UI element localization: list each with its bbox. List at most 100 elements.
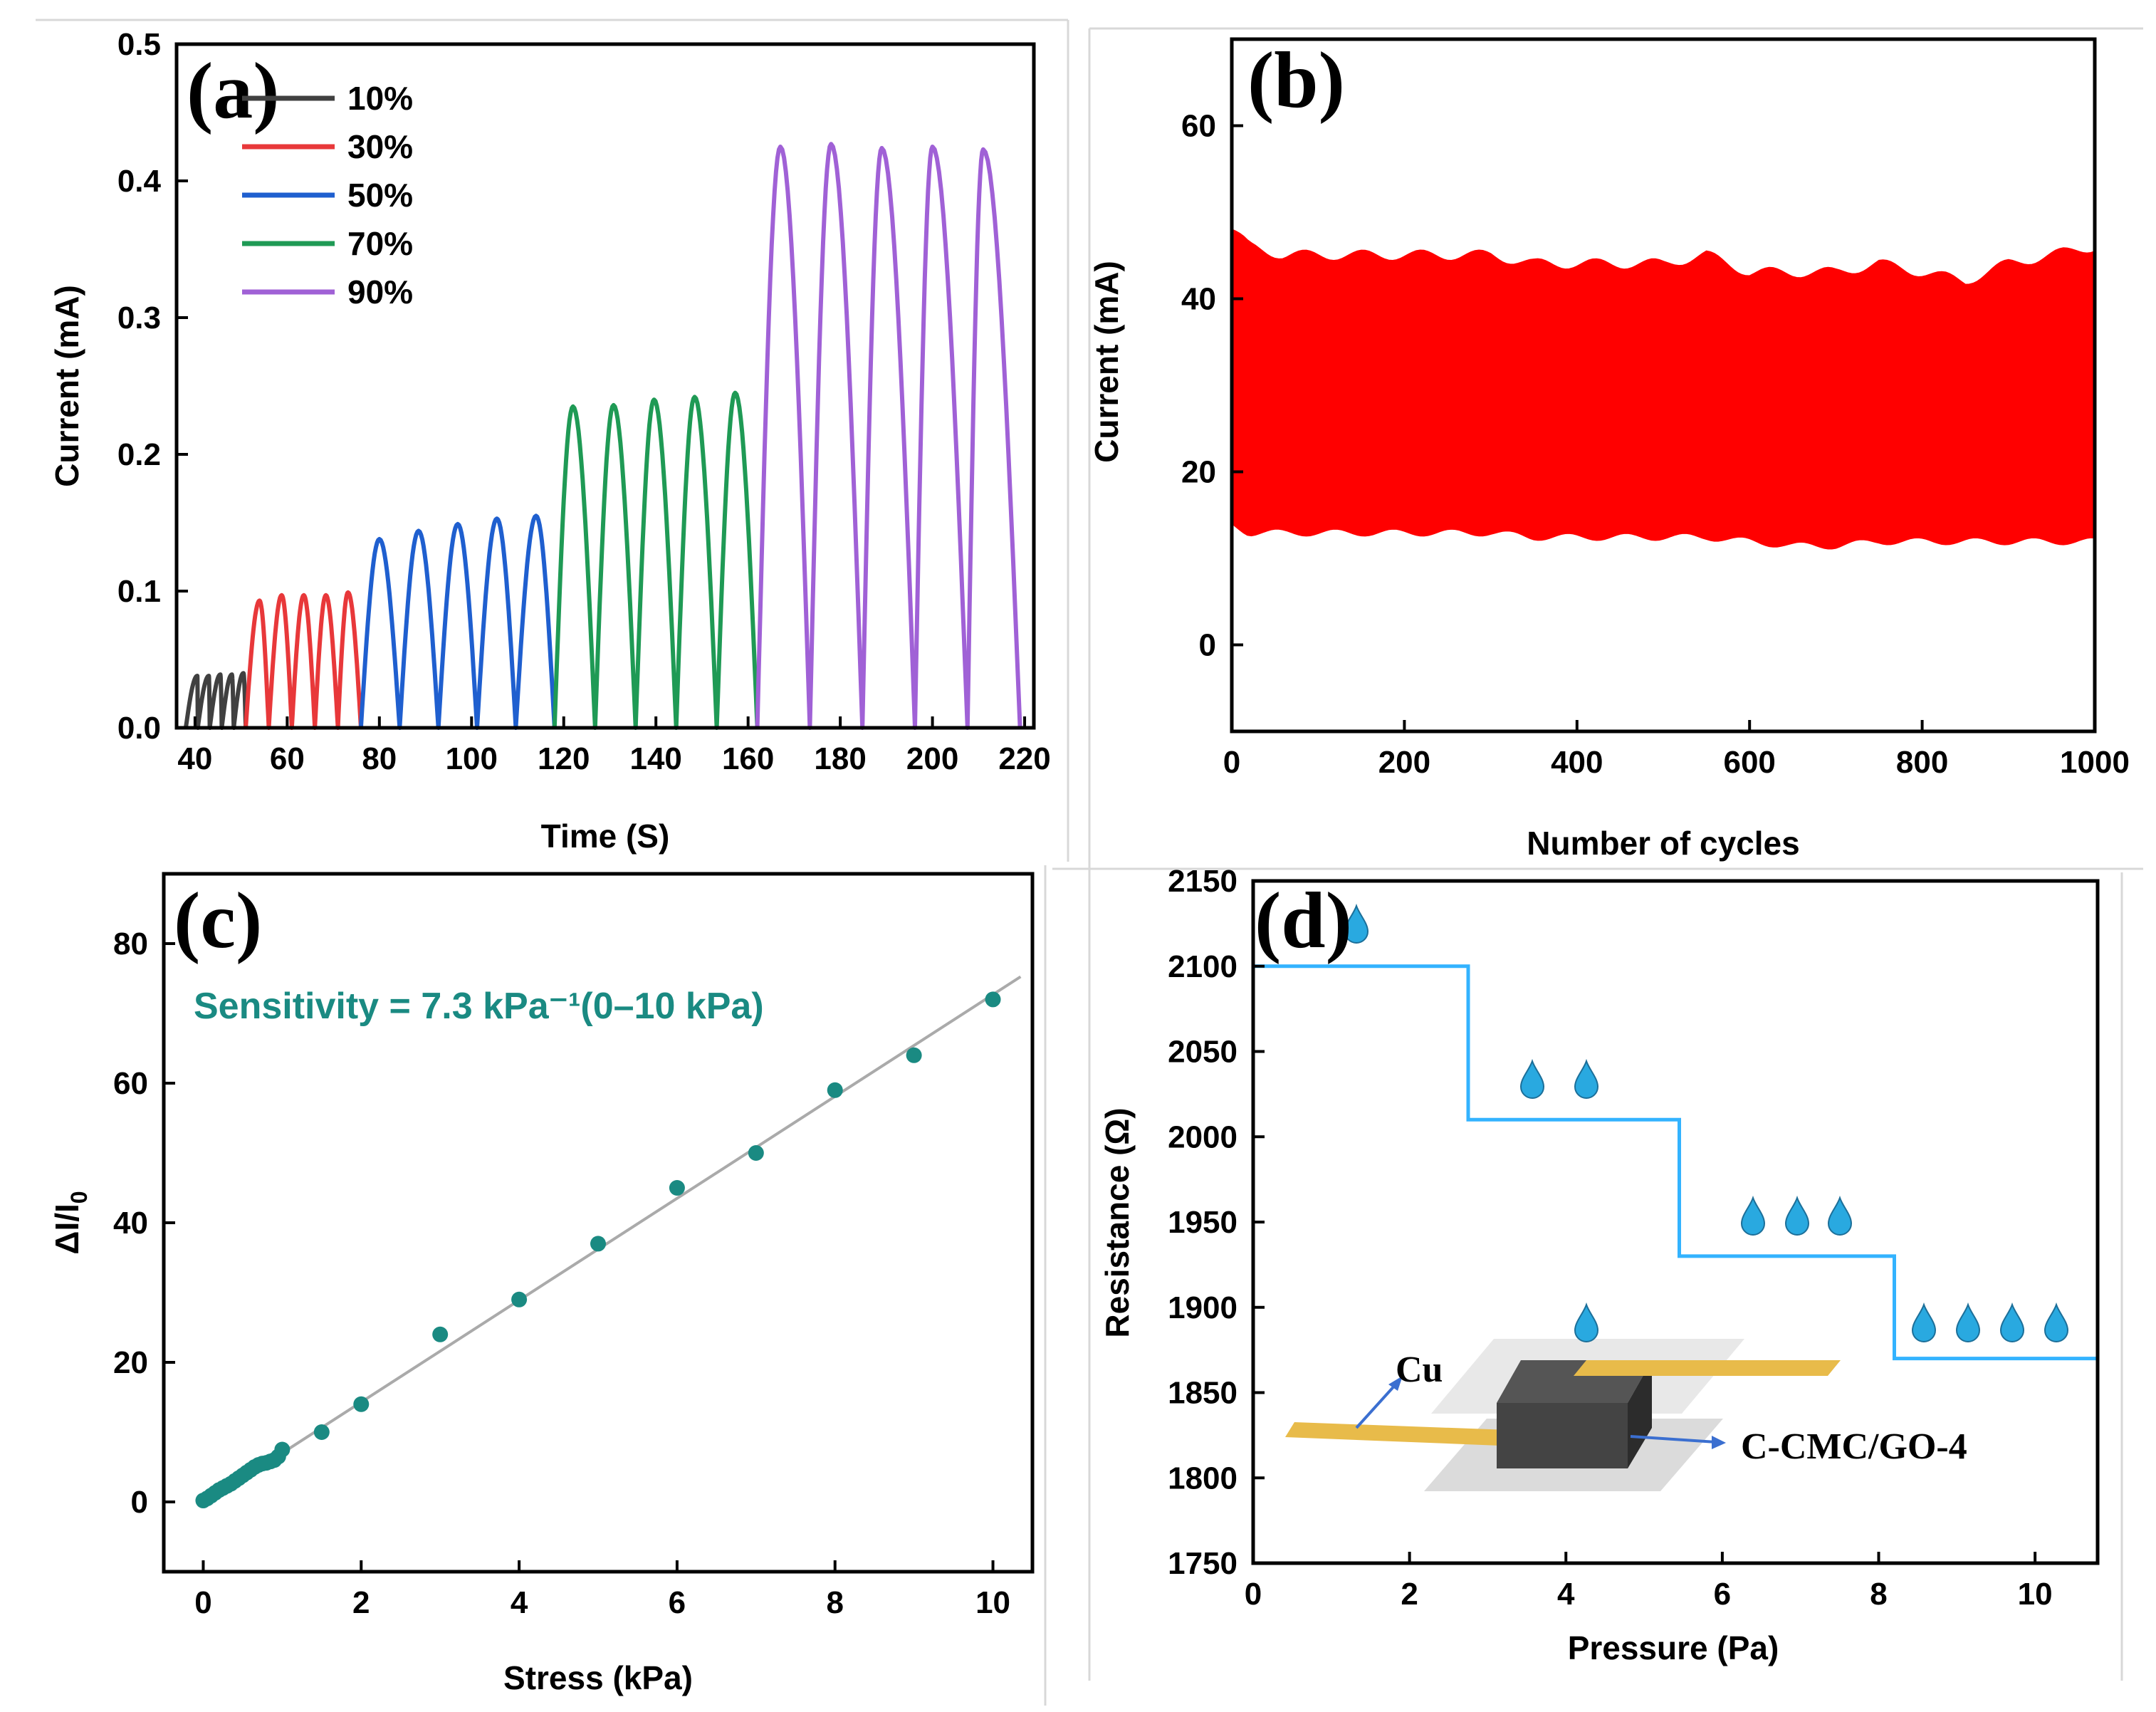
panel-c-y-axis-title: ΔI/I0 xyxy=(48,1191,92,1254)
water-drop-icon xyxy=(1519,1058,1545,1099)
panel-d-y-tick-label: 2050 xyxy=(1168,1035,1237,1070)
panel-b-x-axis-title: Number of cycles xyxy=(1527,825,1799,862)
panel-c-data-point xyxy=(985,991,1001,1008)
water-drop-icon xyxy=(1574,1302,1599,1342)
panel-c-y-tick-label: 80 xyxy=(113,927,148,961)
panel-d-y-tick-label: 1800 xyxy=(1168,1461,1237,1496)
panel-b-label: (b) xyxy=(1247,36,1345,125)
panel-d-y-tick-label: 2000 xyxy=(1168,1119,1237,1154)
panel-a-y-tick-label: 0.2 xyxy=(117,437,161,472)
panel-d-water-drops xyxy=(1344,903,2069,1342)
panel-d-y-tick-label: 1850 xyxy=(1168,1376,1237,1411)
panel-a-y-tick-label: 0.5 xyxy=(117,27,161,62)
panel-a: 40 60 80 100 120 140 160 180 200 220 0.0 0.1 0.2 0.3 0… xyxy=(48,27,1051,855)
panel-c-ticks: 0 2 4 6 8 10 0 20 40 60 80 xyxy=(113,927,1010,1620)
panel-a-series-10pct xyxy=(183,671,248,730)
panel-b-axes-frame xyxy=(1230,37,2097,734)
panel-b-y-tick-label: 40 xyxy=(1181,282,1216,317)
panel-b-plot-area xyxy=(1231,228,2095,550)
panel-d-ticks: 0 2 4 6 8 10 1750 1800 1850 1900 1950 2000 2050 2100 2… xyxy=(1168,864,2053,1612)
panel-c-data-point xyxy=(748,1145,764,1161)
panel-c-y-axis-title-sub: 0 xyxy=(66,1191,92,1204)
panel-b-x-tick-label: 800 xyxy=(1896,745,1948,780)
panel-c: 0 2 4 6 8 10 0 20 40 60 80 (c) Sensitivity = 7.3 k… xyxy=(48,872,1035,1696)
panel-c-x-axis-title: Stress (kPa) xyxy=(503,1659,693,1696)
panel-d-x-tick-label: 0 xyxy=(1245,1577,1262,1612)
panel-d-y-tick-label: 2100 xyxy=(1168,949,1237,984)
material-pointer-arrowhead xyxy=(1712,1436,1726,1449)
panel-a-y-tick-label: 0.0 xyxy=(117,711,161,746)
panel-b-x-tick-label: 600 xyxy=(1723,745,1775,780)
panel-b-y-tick-label: 0 xyxy=(1199,628,1216,663)
panel-a-y-axis-title: Current (mA) xyxy=(48,285,85,487)
panel-c-data-point xyxy=(669,1180,685,1196)
panel-b-y-axis-title: Current (mA) xyxy=(1088,261,1125,463)
panel-c-y-axis-title-text: ΔI/I0 xyxy=(48,1191,92,1254)
panel-c-x-tick-label: 4 xyxy=(511,1585,528,1620)
panel-c-y-tick-label: 20 xyxy=(113,1345,148,1380)
panel-b-x-tick-label: 1000 xyxy=(2060,745,2130,780)
panel-c-y-tick-label: 0 xyxy=(131,1485,148,1520)
legend-label-70pct: 70% xyxy=(347,225,413,262)
panel-d-y-tick-label: 1750 xyxy=(1168,1546,1237,1581)
panel-d-x-axis-title: Pressure (Pa) xyxy=(1568,1629,1779,1666)
panel-a-x-tick-label: 180 xyxy=(814,741,866,776)
panel-c-fit-line xyxy=(202,975,1022,1505)
panel-c-data-point xyxy=(274,1441,291,1458)
panel-b: 0 200 400 600 800 1000 0 20 40 60 (b) Number of c… xyxy=(1088,36,2130,862)
panel-a-x-tick-label: 160 xyxy=(722,741,774,776)
panel-a-y-tick-label: 0.1 xyxy=(117,574,161,609)
panel-b-x-tick-label: 400 xyxy=(1551,745,1603,780)
legend-label-50pct: 50% xyxy=(347,177,413,214)
legend-label-90pct: 90% xyxy=(347,273,413,310)
panel-d-y-tick-label: 1900 xyxy=(1168,1290,1237,1325)
schematic-top-electrode xyxy=(1574,1360,1841,1376)
material-label: C-CMC/GO-4 xyxy=(1741,1426,1967,1467)
water-drop-icon xyxy=(1999,1302,2025,1342)
panel-a-x-tick-label: 40 xyxy=(177,741,212,776)
panel-c-x-tick-label: 2 xyxy=(352,1585,370,1620)
panel-a-x-tick-label: 120 xyxy=(538,741,590,776)
panel-b-x-tick-label: 0 xyxy=(1223,745,1240,780)
panel-a-x-tick-label: 80 xyxy=(362,741,397,776)
panel-a-y-tick-label: 0.3 xyxy=(117,301,161,335)
schematic-bottom-electrode xyxy=(1285,1422,1509,1446)
panel-c-data-point xyxy=(353,1396,370,1412)
water-drop-icon xyxy=(1574,1058,1599,1099)
panel-a-series-90pct xyxy=(755,142,1022,730)
panel-b-x-tick-label: 200 xyxy=(1378,745,1430,780)
panel-a-x-axis-title: Time (S) xyxy=(541,818,670,855)
water-drop-icon xyxy=(1784,1195,1810,1236)
panel-c-x-tick-label: 0 xyxy=(194,1585,211,1620)
panel-c-data-point xyxy=(906,1047,922,1063)
panel-c-x-tick-label: 10 xyxy=(975,1585,1010,1620)
panel-b-current-band xyxy=(1231,228,2095,550)
water-drop-icon xyxy=(2044,1302,2069,1342)
panel-c-data-point xyxy=(432,1326,449,1342)
panel-a-series-30pct xyxy=(244,590,363,730)
panel-a-x-tick-label: 200 xyxy=(906,741,958,776)
panel-a-plot-area xyxy=(183,142,1022,730)
panel-borders xyxy=(36,19,2143,1706)
panel-a-axes-frame xyxy=(174,42,1036,730)
panel-c-plot-area xyxy=(195,975,1022,1509)
panel-a-label: (a) xyxy=(187,47,280,135)
panel-c-axes-frame xyxy=(162,872,1035,1574)
panel-c-x-tick-label: 6 xyxy=(669,1585,686,1620)
panel-b-ticks: 0 200 400 600 800 1000 0 20 40 60 xyxy=(1181,109,2130,781)
panel-c-label: (c) xyxy=(174,877,262,965)
panel-a-x-tick-label: 100 xyxy=(446,741,498,776)
cu-pointer-arrowhead xyxy=(1388,1376,1403,1391)
schematic-block-front xyxy=(1497,1403,1628,1468)
panel-c-sensitivity-annotation: Sensitivity = 7.3 kPa⁻¹(0–10 kPa) xyxy=(194,986,764,1027)
water-drop-icon xyxy=(1344,903,1369,944)
panel-c-data-point xyxy=(590,1236,606,1252)
panel-d-x-tick-label: 4 xyxy=(1557,1577,1575,1612)
panel-d-plot-area xyxy=(1253,964,2098,1361)
panel-a-y-tick-label: 0.4 xyxy=(117,164,162,199)
panel-c-y-tick-label: 60 xyxy=(113,1066,148,1101)
panel-d-x-tick-label: 8 xyxy=(1870,1577,1887,1612)
panel-c-data-point xyxy=(827,1082,843,1098)
panel-d-x-tick-label: 2 xyxy=(1401,1577,1418,1612)
